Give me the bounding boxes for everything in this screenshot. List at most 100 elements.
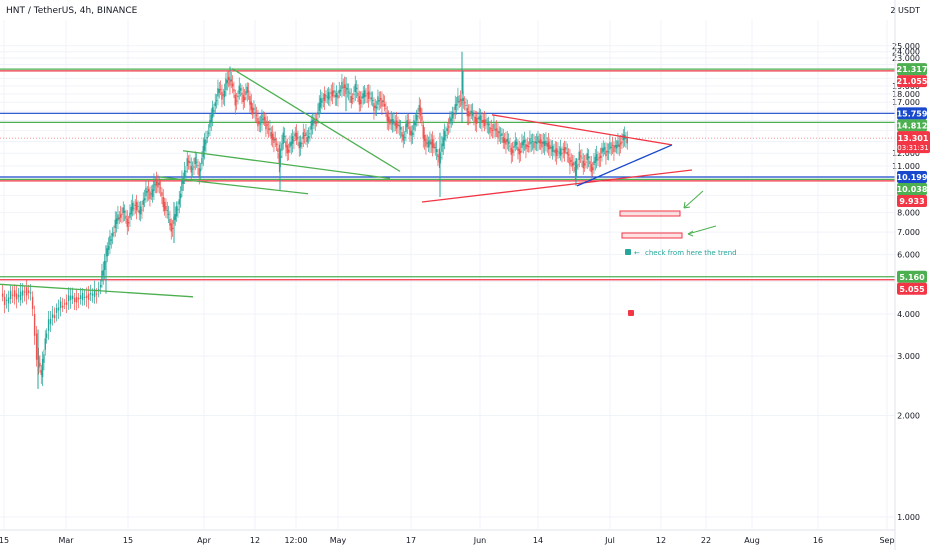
- candle-body: [542, 141, 544, 144]
- price-badge[interactable]: [897, 171, 927, 184]
- candles: [1, 51, 628, 389]
- candle-body: [403, 136, 406, 138]
- candle-body: [482, 119, 484, 123]
- candle-body: [370, 97, 372, 100]
- price-badge[interactable]: [897, 195, 927, 208]
- candle-body: [230, 79, 232, 82]
- price-badge[interactable]: [897, 183, 927, 196]
- price-badge[interactable]: [897, 75, 927, 88]
- candle-body: [407, 122, 410, 124]
- candle-body: [297, 137, 299, 139]
- candle-body: [237, 95, 239, 98]
- candle-body: [287, 149, 290, 153]
- candle-body: [85, 295, 88, 298]
- candle-body: [286, 145, 288, 154]
- signal-icon: [625, 249, 631, 255]
- current-price-badge[interactable]: [897, 131, 930, 154]
- candle-body: [187, 160, 190, 163]
- candle-body: [378, 100, 380, 102]
- x-tick-label: 17: [406, 536, 416, 545]
- candle-body: [283, 136, 286, 138]
- candle-body: [427, 141, 430, 148]
- candle-body: [175, 206, 178, 217]
- trend-line[interactable]: [421, 169, 693, 203]
- candle-body: [359, 99, 362, 105]
- candle-body: [21, 290, 24, 296]
- candle-body: [625, 137, 627, 139]
- candle-body: [226, 80, 228, 84]
- candle-body: [486, 123, 488, 125]
- candle-body: [395, 120, 398, 129]
- price-badge[interactable]: [897, 270, 927, 283]
- candle-body: [519, 150, 522, 153]
- candle-body: [517, 146, 519, 151]
- candle-body: [369, 93, 371, 95]
- candle-body: [55, 307, 58, 313]
- candle-body: [577, 164, 579, 166]
- x-tick-label: Aug: [744, 536, 760, 545]
- trend-line[interactable]: [159, 176, 309, 195]
- price-badge-label: 9.933: [899, 197, 924, 206]
- price-badge[interactable]: [897, 282, 927, 295]
- candle-body: [585, 161, 587, 163]
- candle-body: [357, 92, 359, 96]
- candle-body: [341, 81, 343, 90]
- price-badge[interactable]: [897, 107, 927, 120]
- candle-body: [9, 290, 12, 299]
- candle-body: [437, 154, 439, 158]
- arrow-icon[interactable]: [683, 190, 704, 209]
- candle-body: [95, 293, 98, 295]
- candle-body: [506, 138, 508, 142]
- candle-body: [169, 218, 171, 226]
- candle-body: [97, 289, 100, 291]
- candle-body: [221, 91, 223, 100]
- candle-body: [529, 138, 531, 145]
- candle-body: [310, 120, 312, 130]
- candle-body: [346, 88, 348, 90]
- candle-body: [507, 141, 510, 144]
- trend-line[interactable]: [231, 67, 401, 172]
- candle-body: [483, 119, 486, 126]
- candle-body: [273, 137, 275, 144]
- price-badge[interactable]: [897, 119, 927, 132]
- candle-body: [397, 123, 399, 127]
- currency-label[interactable]: 2 USDT: [890, 6, 920, 15]
- arrow-icon[interactable]: [687, 225, 717, 235]
- time-axis[interactable]: 15 Mar 15 Apr 12 12:00 May 17 Jun 14 Jul 12 22 Aug 16 S…: [0, 0, 896, 550]
- candle-body: [537, 136, 539, 143]
- trend-line[interactable]: [491, 114, 673, 146]
- candle-body: [234, 94, 236, 106]
- candle-body: [609, 142, 611, 150]
- candle-body: [61, 305, 64, 308]
- candle-body: [498, 131, 500, 133]
- highlight-box[interactable]: [619, 210, 681, 217]
- price-badge[interactable]: [897, 63, 927, 76]
- candle-body: [290, 141, 292, 146]
- trend-line[interactable]: [0, 283, 194, 298]
- highlight-box[interactable]: [621, 232, 683, 239]
- candle-body: [171, 227, 174, 229]
- candle-body: [207, 132, 210, 134]
- candle-body: [466, 108, 468, 117]
- candle-body: [409, 126, 411, 136]
- candle-body: [211, 107, 214, 118]
- candle-body: [298, 142, 300, 149]
- candle-body: [43, 354, 45, 363]
- trend-line[interactable]: [182, 150, 391, 180]
- candle-body: [583, 163, 586, 166]
- candle-body: [205, 139, 207, 145]
- candle-body: [566, 151, 568, 155]
- candle-body: [574, 166, 576, 172]
- candle-body: [229, 79, 231, 86]
- candle-body: [178, 199, 180, 205]
- candle-body: [333, 90, 335, 93]
- trend-line[interactable]: [576, 144, 673, 187]
- candle-body: [51, 314, 54, 318]
- candle-body: [474, 117, 476, 123]
- candle-body: [299, 141, 302, 148]
- candle-body: [218, 88, 220, 93]
- price-axis[interactable]: 1.0002.0003.0004.0006.0007.0008.0009.000…: [892, 42, 930, 522]
- candle-body: [487, 123, 490, 126]
- candle-body: [93, 289, 96, 297]
